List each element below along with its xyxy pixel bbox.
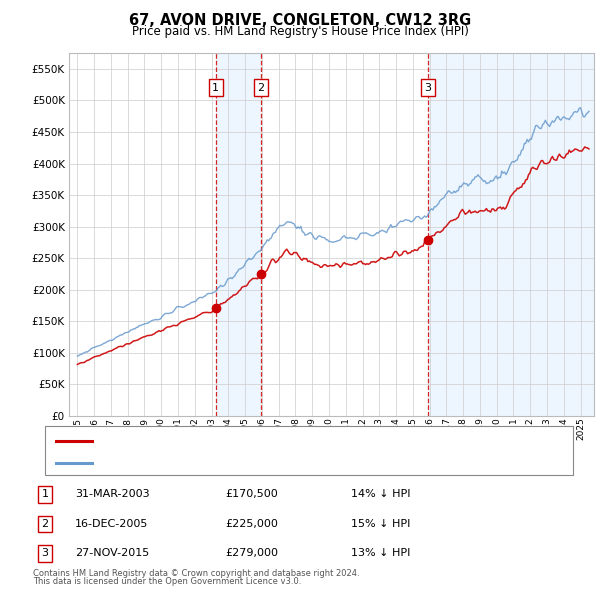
Text: 13% ↓ HPI: 13% ↓ HPI [351, 549, 410, 558]
Text: Contains HM Land Registry data © Crown copyright and database right 2024.: Contains HM Land Registry data © Crown c… [33, 569, 359, 578]
Text: This data is licensed under the Open Government Licence v3.0.: This data is licensed under the Open Gov… [33, 577, 301, 586]
Text: 1: 1 [212, 83, 219, 93]
Text: £225,000: £225,000 [225, 519, 278, 529]
Bar [216, 53, 261, 416]
Text: 31-MAR-2003: 31-MAR-2003 [75, 490, 149, 499]
Text: 15% ↓ HPI: 15% ↓ HPI [351, 519, 410, 529]
Text: £279,000: £279,000 [225, 549, 278, 558]
Text: 67, AVON DRIVE, CONGLETON, CW12 3RG (detached house): 67, AVON DRIVE, CONGLETON, CW12 3RG (det… [98, 435, 412, 445]
Text: Price paid vs. HM Land Registry's House Price Index (HPI): Price paid vs. HM Land Registry's House … [131, 25, 469, 38]
Text: 14% ↓ HPI: 14% ↓ HPI [351, 490, 410, 499]
Text: 16-DEC-2005: 16-DEC-2005 [75, 519, 148, 529]
Text: £170,500: £170,500 [225, 490, 278, 499]
Text: 2: 2 [41, 519, 49, 529]
Text: 3: 3 [41, 549, 49, 558]
Bar [428, 53, 594, 416]
Text: 3: 3 [424, 83, 431, 93]
Text: HPI: Average price, detached house, Cheshire East: HPI: Average price, detached house, Ches… [98, 458, 362, 468]
Text: 67, AVON DRIVE, CONGLETON, CW12 3RG: 67, AVON DRIVE, CONGLETON, CW12 3RG [129, 13, 471, 28]
Text: 27-NOV-2015: 27-NOV-2015 [75, 549, 149, 558]
Text: 2: 2 [257, 83, 265, 93]
Text: 1: 1 [41, 490, 49, 499]
